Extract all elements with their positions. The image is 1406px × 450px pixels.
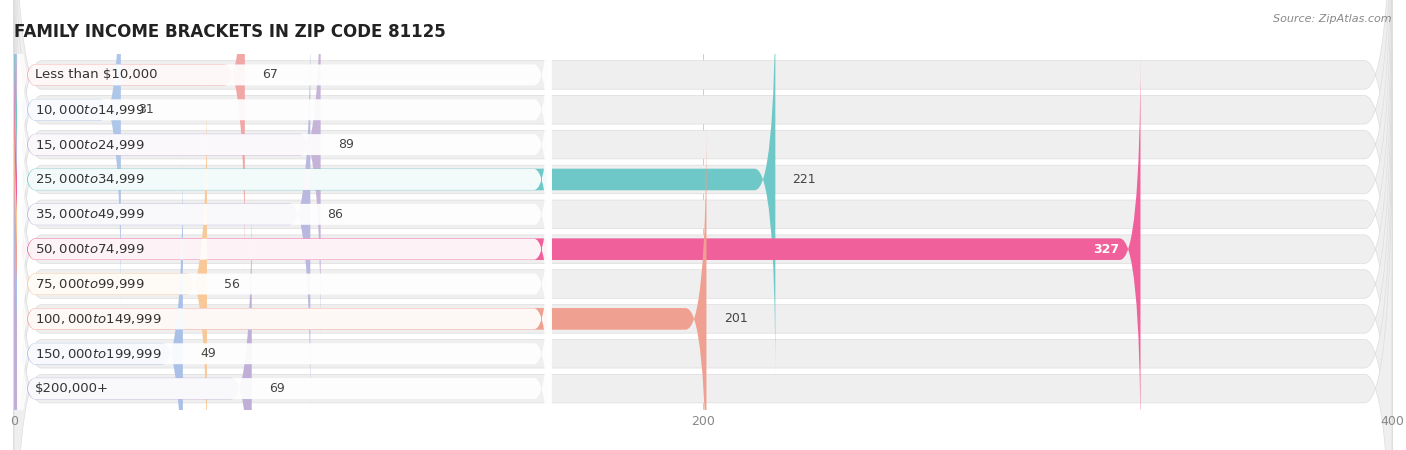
FancyBboxPatch shape (14, 0, 1392, 339)
Text: 56: 56 (224, 278, 240, 291)
Text: $75,000 to $99,999: $75,000 to $99,999 (35, 277, 145, 291)
FancyBboxPatch shape (17, 190, 551, 450)
FancyBboxPatch shape (14, 51, 1140, 447)
FancyBboxPatch shape (14, 0, 1392, 374)
Text: 327: 327 (1094, 243, 1119, 256)
FancyBboxPatch shape (14, 121, 706, 450)
Text: 221: 221 (793, 173, 817, 186)
Text: 31: 31 (138, 103, 153, 116)
FancyBboxPatch shape (17, 16, 551, 343)
Text: $100,000 to $149,999: $100,000 to $149,999 (35, 312, 162, 326)
FancyBboxPatch shape (17, 50, 551, 378)
FancyBboxPatch shape (14, 155, 183, 450)
Text: Less than $10,000: Less than $10,000 (35, 68, 157, 81)
Text: $200,000+: $200,000+ (35, 382, 108, 395)
FancyBboxPatch shape (14, 89, 1392, 450)
FancyBboxPatch shape (14, 0, 1392, 444)
Text: $50,000 to $74,999: $50,000 to $74,999 (35, 242, 145, 256)
FancyBboxPatch shape (17, 0, 551, 238)
Text: 201: 201 (724, 312, 748, 325)
Text: 67: 67 (262, 68, 278, 81)
FancyBboxPatch shape (14, 19, 1392, 450)
FancyBboxPatch shape (14, 0, 775, 378)
Text: $15,000 to $24,999: $15,000 to $24,999 (35, 138, 145, 152)
FancyBboxPatch shape (14, 0, 121, 308)
Text: 49: 49 (200, 347, 217, 360)
FancyBboxPatch shape (17, 225, 551, 450)
FancyBboxPatch shape (14, 0, 1392, 409)
FancyBboxPatch shape (17, 155, 551, 450)
Text: $10,000 to $14,999: $10,000 to $14,999 (35, 103, 145, 117)
FancyBboxPatch shape (14, 190, 252, 450)
FancyBboxPatch shape (17, 86, 551, 413)
Text: 89: 89 (337, 138, 354, 151)
Text: $35,000 to $49,999: $35,000 to $49,999 (35, 207, 145, 221)
FancyBboxPatch shape (17, 0, 551, 308)
FancyBboxPatch shape (14, 124, 1392, 450)
FancyBboxPatch shape (14, 16, 311, 413)
FancyBboxPatch shape (14, 86, 207, 450)
FancyBboxPatch shape (14, 0, 1392, 450)
FancyBboxPatch shape (17, 0, 551, 274)
Text: 69: 69 (269, 382, 285, 395)
FancyBboxPatch shape (14, 0, 1392, 450)
FancyBboxPatch shape (14, 0, 245, 273)
FancyBboxPatch shape (14, 54, 1392, 450)
Text: $25,000 to $34,999: $25,000 to $34,999 (35, 172, 145, 186)
Text: FAMILY INCOME BRACKETS IN ZIP CODE 81125: FAMILY INCOME BRACKETS IN ZIP CODE 81125 (14, 23, 446, 41)
FancyBboxPatch shape (17, 120, 551, 448)
FancyBboxPatch shape (14, 0, 321, 343)
Text: Source: ZipAtlas.com: Source: ZipAtlas.com (1274, 14, 1392, 23)
Text: 86: 86 (328, 208, 343, 221)
Text: $150,000 to $199,999: $150,000 to $199,999 (35, 347, 162, 361)
